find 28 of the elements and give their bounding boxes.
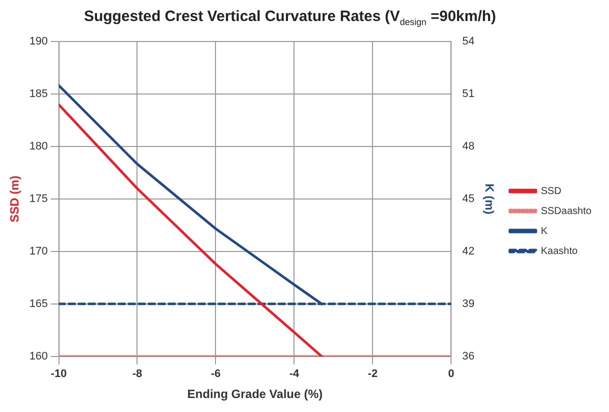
x-axis-title: Ending Grade Value (%) xyxy=(187,387,323,402)
y-tick-label: 180 xyxy=(29,140,48,153)
legend-label: K xyxy=(540,226,548,237)
legend-label: SSD xyxy=(540,186,562,197)
y2-axis-title: K (m) xyxy=(482,184,496,214)
y-tick-label: 170 xyxy=(29,246,48,258)
y2-tick-label: 51 xyxy=(462,88,474,100)
legend-label: SSDaashto xyxy=(540,206,592,217)
y2-tick-label: 42 xyxy=(462,246,474,258)
y2-tick-label: 36 xyxy=(462,350,474,362)
y-tick-label: 175 xyxy=(29,193,48,206)
y-tick-label: 165 xyxy=(29,298,48,310)
y-tick-label: 185 xyxy=(29,88,48,100)
chart-title: Suggested Crest Vertical Curvature Rates (V$_{design}$ =90km/h) xyxy=(82,8,498,27)
x-tick-label: -10 xyxy=(50,368,67,380)
legend-label: Kaashto xyxy=(540,246,578,257)
x-tick-label: -4 xyxy=(289,368,300,380)
y2-tick-label: 54 xyxy=(462,36,474,48)
y-axis-title: SSD (m) xyxy=(8,176,22,222)
x-tick-label: 0 xyxy=(448,368,454,380)
y-tick-label: 190 xyxy=(29,36,48,48)
y-tick-label: 160 xyxy=(29,350,48,362)
y2-tick-label: 45 xyxy=(462,193,474,206)
x-tick-label: -2 xyxy=(368,368,378,380)
y2-tick-label: 39 xyxy=(462,298,474,310)
x-tick-label: -8 xyxy=(132,368,142,380)
x-tick-label: -6 xyxy=(210,368,221,380)
y2-tick-label: 48 xyxy=(462,140,474,153)
